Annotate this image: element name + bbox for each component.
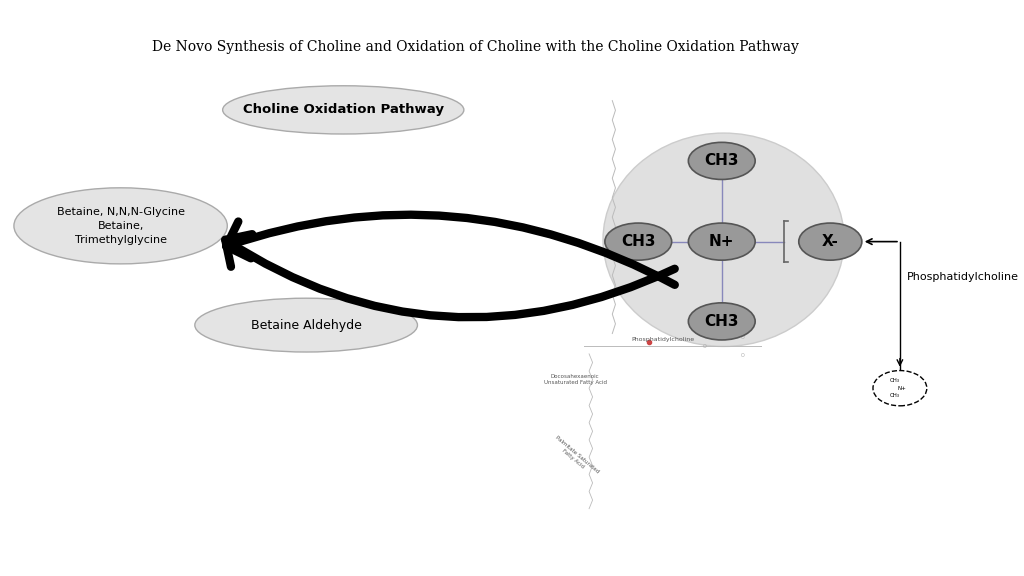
Text: Phosphatidylcholine: Phosphatidylcholine: [632, 337, 695, 342]
Ellipse shape: [14, 188, 227, 264]
Text: CH₃: CH₃: [890, 378, 900, 383]
Text: Betaine Aldehyde: Betaine Aldehyde: [251, 319, 361, 332]
Text: O: O: [740, 353, 744, 358]
Text: De Novo Synthesis of Choline and Oxidation of Choline with the Choline Oxidation: De Novo Synthesis of Choline and Oxidati…: [152, 40, 799, 54]
Text: Choline Oxidation Pathway: Choline Oxidation Pathway: [243, 103, 443, 116]
Ellipse shape: [222, 86, 464, 134]
FancyArrowPatch shape: [225, 234, 675, 317]
Text: CH3: CH3: [621, 234, 655, 249]
Text: N+: N+: [709, 234, 734, 249]
Text: CH₃: CH₃: [890, 393, 900, 398]
Ellipse shape: [603, 133, 844, 346]
Text: O: O: [740, 335, 744, 340]
Ellipse shape: [195, 298, 418, 352]
Text: O: O: [703, 344, 707, 349]
Text: X-: X-: [822, 234, 839, 249]
Text: N+: N+: [897, 386, 906, 391]
Text: Palmitate Saturated
Fatty Acid: Palmitate Saturated Fatty Acid: [551, 434, 600, 478]
Text: Docosahexaenoic
Unsaturated Fatty Acid: Docosahexaenoic Unsaturated Fatty Acid: [544, 374, 606, 385]
Text: CH3: CH3: [705, 153, 739, 168]
FancyArrowPatch shape: [226, 215, 675, 285]
Text: CH3: CH3: [705, 314, 739, 329]
Text: Phosphatidylcholine: Phosphatidylcholine: [907, 272, 1019, 282]
Ellipse shape: [688, 303, 755, 340]
Text: Betaine, N,N,N-Glycine
Betaine,
Trimethylglycine: Betaine, N,N,N-Glycine Betaine, Trimethy…: [56, 207, 184, 245]
Ellipse shape: [688, 223, 755, 260]
Ellipse shape: [605, 223, 672, 260]
Ellipse shape: [873, 370, 927, 406]
Ellipse shape: [688, 142, 755, 180]
Ellipse shape: [799, 223, 862, 260]
